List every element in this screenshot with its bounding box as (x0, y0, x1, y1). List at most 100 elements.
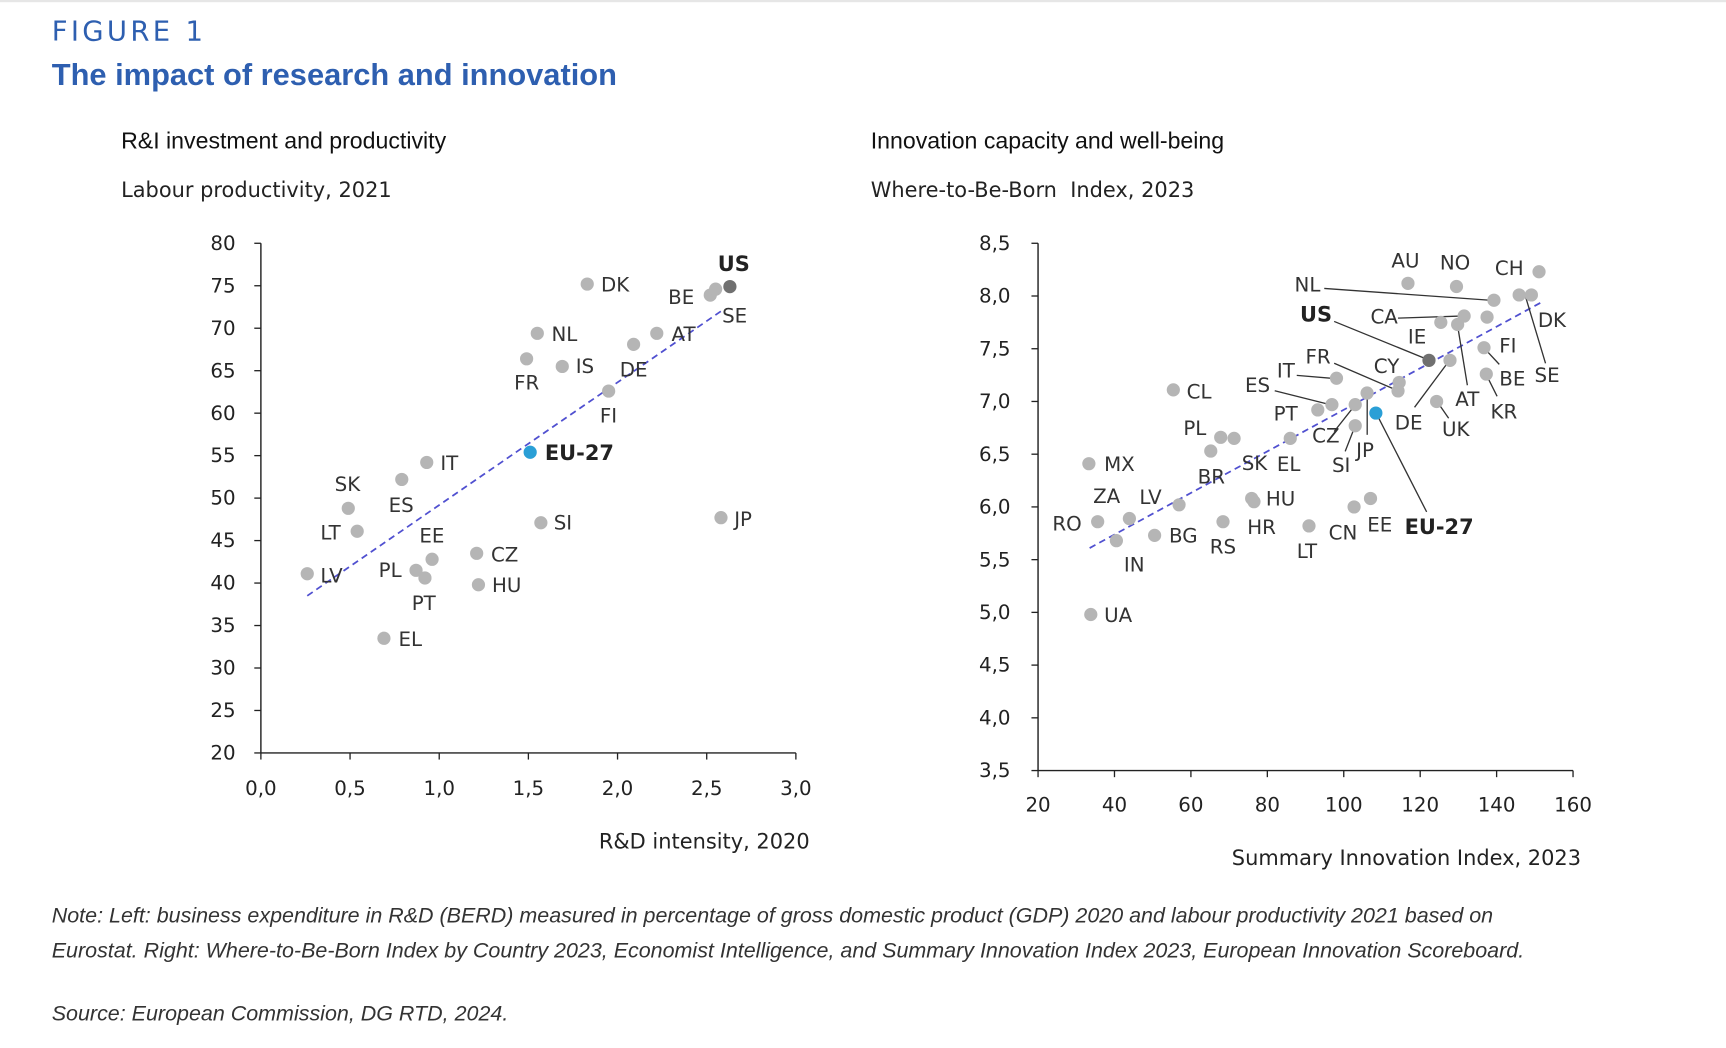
x-tick-label: 2,0 (602, 777, 633, 800)
right-chart-xlabel: Summary Innovation Index, 2023 (1231, 846, 1582, 871)
data-point-kr (1479, 367, 1493, 381)
data-point-hu (471, 578, 486, 592)
data-label-ca: CA (1370, 306, 1398, 329)
x-tick-label: 0,0 (245, 777, 276, 800)
data-point-cz (1348, 398, 1362, 412)
data-label-it: IT (440, 452, 459, 475)
y-tick-label: 5,5 (979, 548, 1010, 571)
data-label-no: NO (1440, 252, 1470, 275)
data-label-au: AU (1391, 249, 1419, 272)
data-label-ee: EE (1367, 514, 1392, 537)
data-label-pt: PT (412, 592, 437, 615)
data-point-lt (1302, 519, 1316, 533)
data-label-in: IN (1124, 553, 1145, 576)
data-point-pl (409, 563, 423, 577)
x-tick-label: 1,0 (423, 777, 454, 800)
data-point-fr (519, 352, 534, 366)
y-tick-label: 75 (210, 274, 235, 297)
data-label-nl: NL (552, 323, 578, 346)
data-point-ua (1084, 607, 1098, 622)
data-point-el (1283, 431, 1297, 445)
data-label-cy: CY (1374, 355, 1400, 378)
leader-line (1456, 324, 1469, 386)
data-label-es: ES (1245, 374, 1270, 397)
data-label-rs: RS (1210, 536, 1236, 559)
data-label-hr: HR (1247, 516, 1276, 539)
data-point-lt (350, 524, 364, 538)
data-label-lt: LT (320, 521, 341, 544)
x-tick-label: 1,5 (513, 777, 544, 800)
data-label-be: BE (668, 286, 694, 309)
y-tick-label: 50 (210, 487, 235, 510)
data-label-bg: BG (1169, 525, 1198, 548)
data-label-pl: PL (379, 559, 402, 582)
data-point-cl (1166, 383, 1180, 397)
right-chart-ylabel: Where-to-Be-Born Index, 2023 (870, 178, 1195, 203)
data-label-pl: PL (1183, 417, 1206, 440)
data-point-dk (1524, 288, 1538, 302)
leader-line (1333, 320, 1430, 361)
data-point-lv (1172, 498, 1186, 512)
data-label-fr: FR (1306, 345, 1331, 368)
y-tick-label: 5,0 (979, 601, 1010, 624)
data-label-at: AT (1455, 388, 1480, 411)
data-label-cz: CZ (491, 543, 518, 566)
data-point-si (1348, 419, 1362, 433)
data-label-fi: FI (1499, 334, 1516, 357)
data-label-mx: MX (1104, 453, 1135, 476)
x-tick-label: 2,5 (691, 777, 722, 800)
y-tick-label: 35 (210, 614, 235, 637)
data-point-br (1204, 444, 1218, 458)
data-point-za (1122, 511, 1136, 526)
right-chart-title: Innovation capacity and well-being (870, 128, 1225, 155)
data-point-mx (1082, 457, 1096, 471)
data-label-jp: JP (732, 508, 752, 531)
data-point-es (1325, 398, 1339, 412)
data-label-de: DE (620, 358, 648, 381)
data-label-ua: UA (1104, 604, 1132, 627)
data-label-el: EL (1277, 453, 1301, 476)
y-tick-label: 3,5 (979, 759, 1010, 782)
data-label-lv: LV (1139, 486, 1162, 509)
data-point-at (1451, 317, 1465, 332)
data-label-lt: LT (1297, 540, 1318, 563)
data-point-nl (530, 326, 544, 340)
data-label-br: BR (1198, 465, 1226, 488)
data-point-be (1477, 341, 1491, 355)
x-tick-label: 40 (1102, 793, 1127, 816)
x-tick-label: 20 (1025, 793, 1050, 816)
y-tick-label: 6,0 (979, 496, 1010, 519)
leader-line (1274, 390, 1333, 406)
x-tick-label: 120 (1401, 793, 1439, 816)
y-tick-label: 8,5 (979, 232, 1010, 255)
y-tick-label: 70 (210, 317, 235, 340)
data-label-sk: SK (1242, 452, 1269, 475)
data-label-hu: HU (492, 574, 521, 597)
data-point-dk (580, 277, 594, 291)
data-point-ee (1363, 491, 1378, 506)
trend-line (306, 310, 722, 597)
x-tick-label: 0,5 (334, 777, 365, 800)
note-line-1: Note: Left: business expenditure in R&D … (51, 903, 1494, 928)
x-tick-label: 160 (1554, 793, 1592, 816)
data-point-eu-27 (1369, 406, 1383, 420)
y-tick-label: 4,0 (979, 706, 1010, 729)
data-label-kr: KR (1490, 400, 1517, 423)
data-label-us: US (718, 252, 750, 276)
data-point-pl (1214, 430, 1228, 444)
data-point-ch (1532, 265, 1546, 279)
y-tick-label: 4,5 (979, 654, 1010, 677)
left-chart-ylabel: Labour productivity, 2021 (121, 178, 392, 203)
x-tick-label: 100 (1325, 793, 1363, 816)
data-point-de (1443, 353, 1457, 367)
data-point-uk (1430, 394, 1444, 409)
data-point-it (1329, 371, 1344, 385)
data-label-cn: CN (1329, 521, 1358, 544)
data-point-se (709, 282, 723, 296)
data-label-dk: DK (1538, 309, 1567, 332)
data-label-sk: SK (335, 473, 362, 496)
data-label-el: EL (398, 628, 422, 651)
y-tick-label: 20 (210, 742, 235, 765)
data-label-cl: CL (1187, 380, 1212, 403)
